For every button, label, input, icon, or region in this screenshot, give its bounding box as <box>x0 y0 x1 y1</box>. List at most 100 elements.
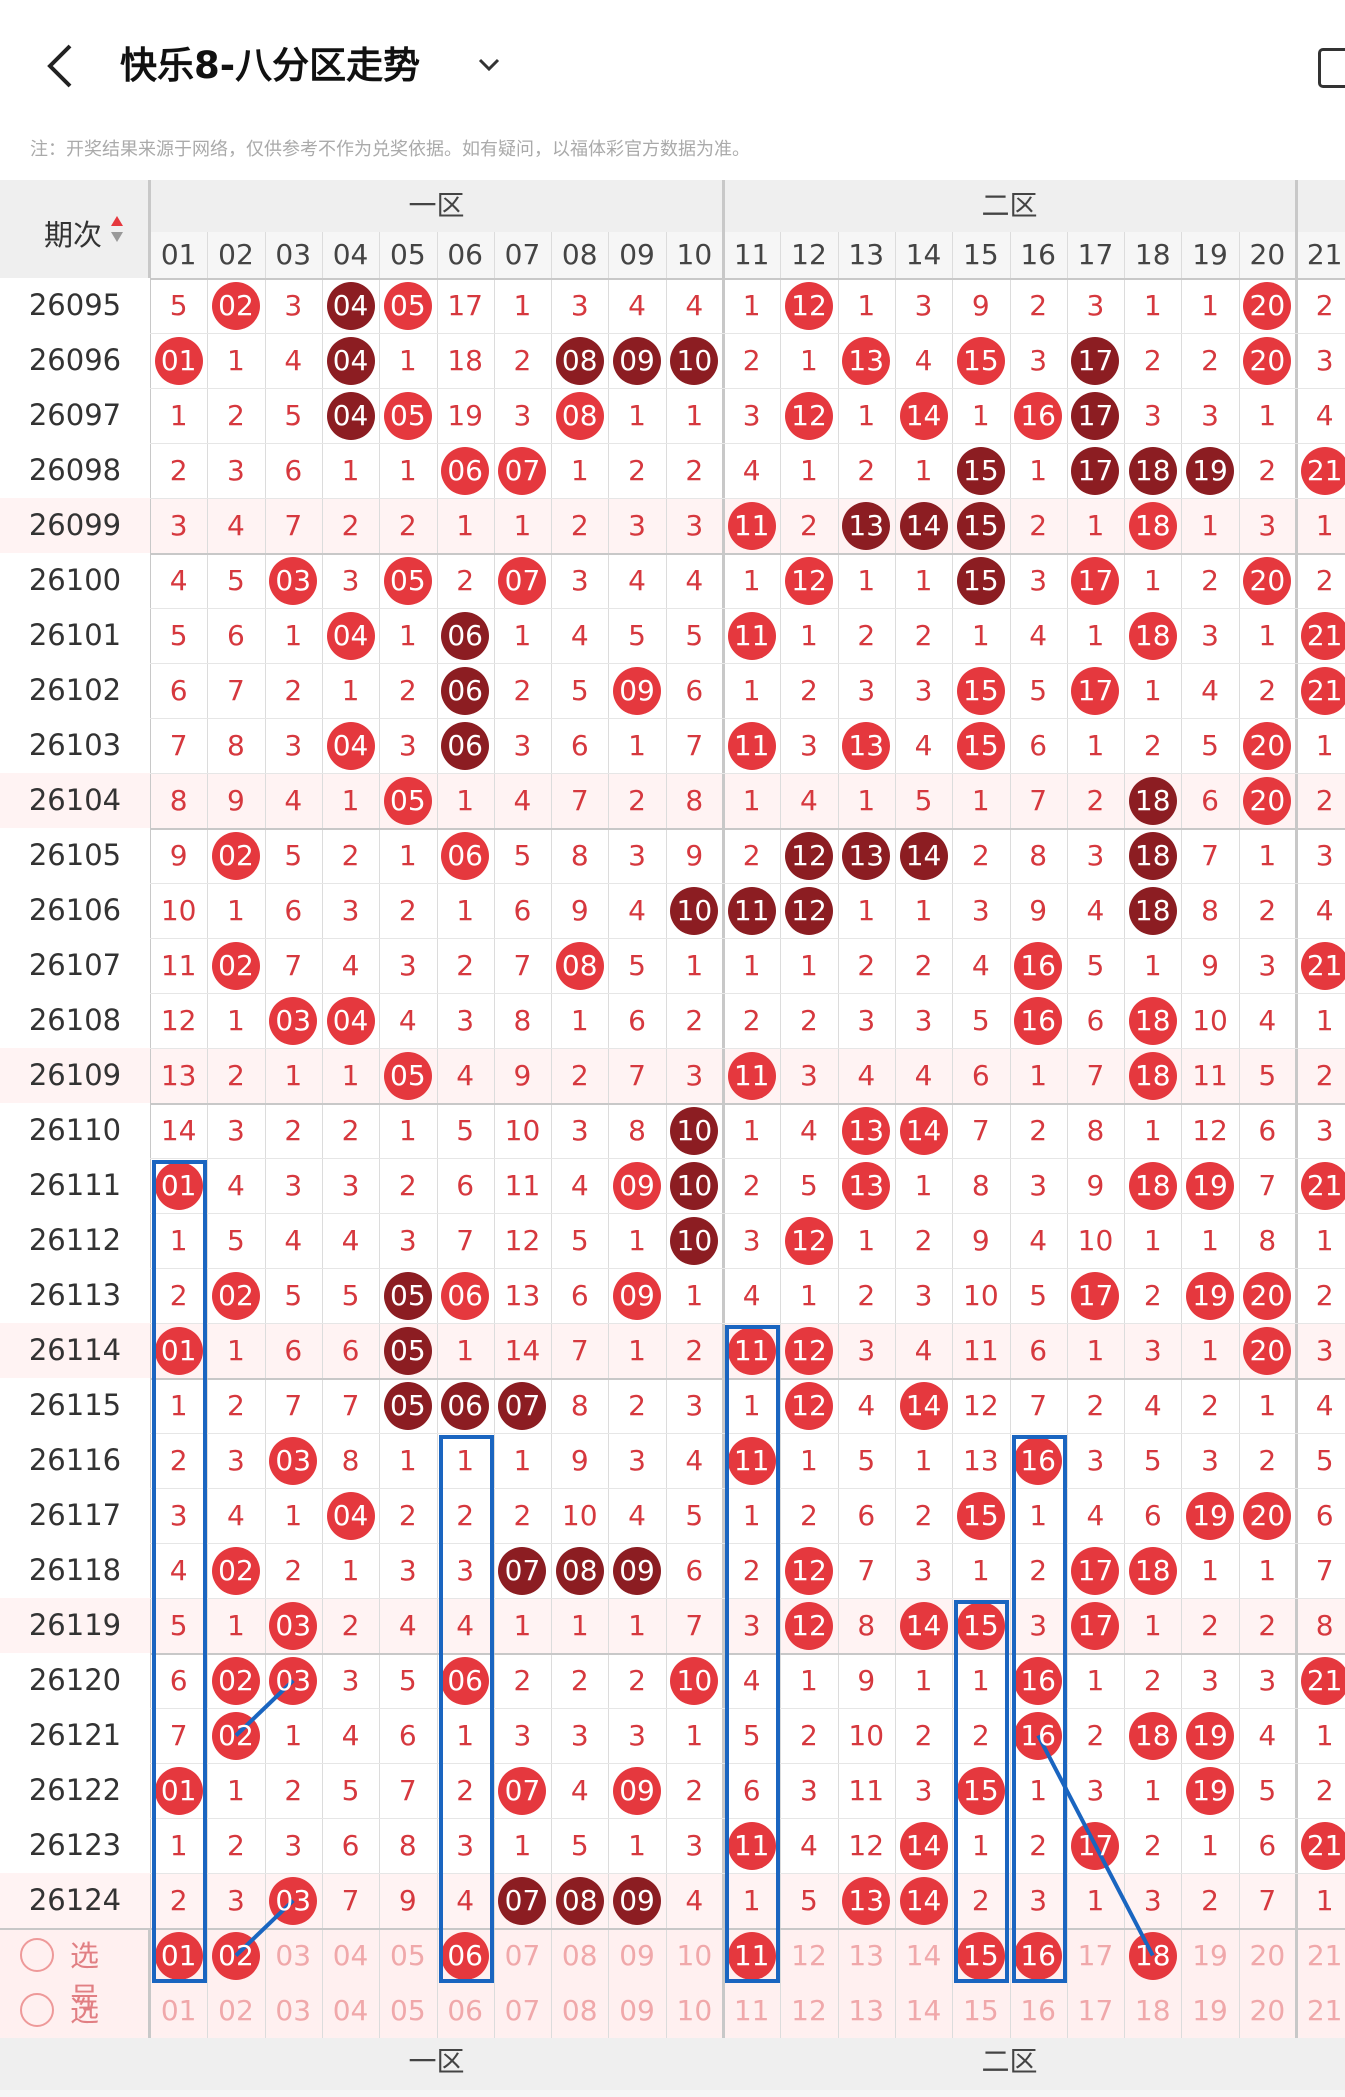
select-number[interactable]: 17 <box>1077 1994 1114 2027</box>
select-number[interactable]: 12 <box>791 1939 827 1972</box>
selected-number-ball[interactable]: 02 <box>207 1928 264 1983</box>
miss-count: 1 <box>169 1389 188 1422</box>
chevron-down-icon[interactable] <box>474 50 504 80</box>
column-divider <box>436 232 438 2097</box>
select-number[interactable]: 19 <box>1192 1994 1228 2027</box>
drawn-number-ball: 12 <box>780 828 837 883</box>
miss-count: 8 <box>857 1609 876 1642</box>
drawn-number-ball: 02 <box>207 828 264 883</box>
miss-count: 3 <box>1201 619 1219 652</box>
select-number[interactable]: 13 <box>848 1994 885 2027</box>
miss-count: 1 <box>1315 1719 1334 1752</box>
drawn-number-ball: 19 <box>1181 1158 1238 1213</box>
miss-count: 5 <box>628 949 646 982</box>
miss-count: 1 <box>1201 509 1219 542</box>
miss-count: 1 <box>685 949 704 982</box>
select-number[interactable]: 15 <box>963 1994 999 2027</box>
period-number: 26110 <box>0 1103 150 1158</box>
miss-count: 3 <box>1143 1884 1162 1917</box>
miss-count: 1 <box>341 454 360 487</box>
drawn-number-ball: 12 <box>780 883 837 938</box>
select-number[interactable]: 08 <box>561 1939 598 1972</box>
select-number[interactable]: 10 <box>676 1939 713 1972</box>
miss-count: 1 <box>284 1499 303 1532</box>
back-arrow-icon[interactable] <box>42 40 82 92</box>
select-number[interactable]: 07 <box>504 1994 541 2027</box>
select-radio[interactable] <box>20 1993 54 2027</box>
select-number[interactable]: 04 <box>332 1939 369 1972</box>
miss-count: 4 <box>284 1224 303 1257</box>
select-number[interactable]: 08 <box>561 1994 598 2027</box>
miss-count: 1 <box>398 344 417 377</box>
selected-number-ball[interactable]: 01 <box>150 1928 207 1983</box>
select-number[interactable]: 13 <box>848 1939 885 1972</box>
miss-count: 5 <box>284 839 303 872</box>
select-number[interactable]: 02 <box>218 1994 254 2027</box>
select-number[interactable]: 06 <box>447 1994 483 2027</box>
miss-count: 7 <box>971 1114 990 1147</box>
selected-number-ball[interactable]: 06 <box>437 1928 494 1983</box>
miss-count: 19 <box>447 399 483 432</box>
drawn-number-ball: 18 <box>1124 993 1181 1048</box>
select-number[interactable]: 07 <box>504 1939 541 1972</box>
row-divider <box>0 278 1345 280</box>
drawn-number-ball: 17 <box>1067 333 1124 388</box>
drawn-number-ball: 08 <box>551 938 608 993</box>
miss-count: 1 <box>513 509 532 542</box>
drawn-number-ball: 06 <box>437 663 494 718</box>
miss-count: 1 <box>1143 1224 1162 1257</box>
miss-count: 4 <box>685 1444 704 1477</box>
period-number: 26113 <box>0 1268 150 1323</box>
selected-number-ball[interactable]: 11 <box>723 1928 780 1983</box>
period-number: 26095 <box>0 278 150 333</box>
select-number[interactable]: 20 <box>1249 1994 1286 2027</box>
miss-count: 2 <box>1315 1279 1334 1312</box>
miss-count: 2 <box>800 1499 818 1532</box>
miss-count: 4 <box>857 1059 876 1092</box>
select-number[interactable]: 03 <box>275 1939 312 1972</box>
select-number[interactable]: 17 <box>1077 1939 1114 1972</box>
select-number[interactable]: 19 <box>1192 1939 1228 1972</box>
miss-count: 1 <box>1201 1334 1219 1367</box>
drawn-number-ball: 17 <box>1067 1818 1124 1873</box>
select-number[interactable]: 18 <box>1134 1994 1171 2027</box>
miss-count: 10 <box>963 1279 999 1312</box>
period-header[interactable]: 期次 <box>0 180 150 278</box>
drawn-number-ball: 11 <box>723 1323 780 1378</box>
miss-count: 1 <box>1086 1664 1105 1697</box>
select-number[interactable]: 12 <box>791 1994 827 2027</box>
select-number[interactable]: 05 <box>390 1939 426 1972</box>
select-number[interactable]: 21 <box>1306 1939 1343 1972</box>
select-number[interactable]: 01 <box>160 1994 197 2027</box>
miss-count: 2 <box>169 1444 188 1477</box>
row-divider <box>0 333 1345 334</box>
drawn-number-ball: 21 <box>1296 443 1345 498</box>
selected-number-ball[interactable]: 18 <box>1124 1928 1181 1983</box>
drawn-number-ball: 06 <box>437 1378 494 1433</box>
select-number[interactable]: 11 <box>733 1994 770 2027</box>
drawn-number-ball: 13 <box>838 828 895 883</box>
annotation-box <box>438 1435 494 1983</box>
select-number[interactable]: 09 <box>619 1994 655 2027</box>
screen-icon[interactable] <box>1318 48 1345 88</box>
select-number[interactable]: 05 <box>390 1994 426 2027</box>
select-radio[interactable] <box>20 1938 54 1972</box>
select-number[interactable]: 14 <box>905 1994 942 2027</box>
miss-count: 5 <box>227 1224 245 1257</box>
select-number[interactable]: 16 <box>1020 1994 1056 2027</box>
select-number[interactable]: 14 <box>905 1939 942 1972</box>
drawn-number-ball: 21 <box>1296 1653 1345 1708</box>
select-number[interactable]: 20 <box>1249 1939 1286 1972</box>
select-number[interactable]: 10 <box>676 1994 713 2027</box>
select-number[interactable]: 04 <box>332 1994 369 2027</box>
row-highlight <box>150 1598 1345 1653</box>
select-number[interactable]: 09 <box>619 1939 655 1972</box>
miss-count: 3 <box>570 1114 589 1147</box>
drawn-number-ball: 20 <box>1239 773 1296 828</box>
miss-count: 1 <box>857 784 876 817</box>
selected-number-ball[interactable]: 15 <box>952 1928 1009 1983</box>
select-number[interactable]: 21 <box>1306 1994 1343 2027</box>
sort-icon[interactable] <box>110 214 124 248</box>
select-number[interactable]: 03 <box>275 1994 312 2027</box>
drawn-number-ball: 16 <box>1010 938 1067 993</box>
